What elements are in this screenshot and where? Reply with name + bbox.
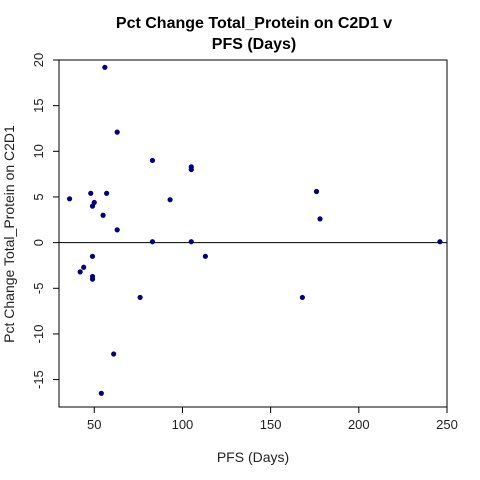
data-point [437, 239, 443, 245]
data-point [188, 166, 194, 173]
y-tick-label: 0 [31, 239, 46, 246]
data-point [102, 64, 108, 70]
data-point [77, 269, 83, 275]
data-point [114, 227, 120, 233]
chart-title-line-1: Pct Change Total_Protein on C2D1 v [116, 15, 392, 32]
x-tick-label: 250 [436, 417, 458, 432]
data-point [299, 294, 305, 301]
data-point [149, 157, 156, 164]
data-point [149, 239, 156, 245]
data-point [313, 188, 320, 195]
y-tick-label: 5 [31, 193, 46, 200]
data-point [317, 216, 323, 222]
y-tick-label: -15 [31, 370, 46, 389]
data-point [104, 190, 110, 196]
data-point [89, 253, 96, 259]
plot-area [58, 59, 448, 408]
y-axis-label: Pct Change Total_Protein on C2D1 [1, 125, 17, 343]
data-point [137, 294, 143, 301]
y-tick-label: -10 [31, 325, 46, 344]
data-point [114, 129, 120, 135]
y-tick-label: 20 [31, 53, 46, 67]
data-point [81, 264, 87, 270]
data-point [89, 276, 96, 282]
x-axis-label: PFS (Days) [217, 449, 289, 465]
data-point [188, 239, 194, 245]
x-tick-label: 150 [260, 417, 282, 432]
chart-title-line-2: PFS (Days) [212, 36, 296, 53]
data-point [98, 390, 104, 396]
data-point [202, 253, 208, 259]
data-point [100, 212, 106, 218]
data-point [167, 197, 173, 203]
x-tick-label: 200 [348, 417, 370, 432]
data-point [88, 190, 94, 196]
y-tick-label: 10 [31, 144, 46, 158]
y-axis: -15 -10 -5 0 5 10 15 20 [31, 53, 59, 389]
y-tick-label: -5 [31, 283, 46, 295]
data-point [111, 351, 117, 357]
y-tick-label: 15 [31, 98, 46, 112]
x-tick-label: 100 [172, 417, 194, 432]
x-tick-label: 50 [87, 417, 101, 432]
data-point [91, 199, 97, 206]
data-points [66, 64, 443, 396]
x-axis: 50 100 150 200 250 [87, 407, 458, 432]
data-point [66, 196, 73, 202]
